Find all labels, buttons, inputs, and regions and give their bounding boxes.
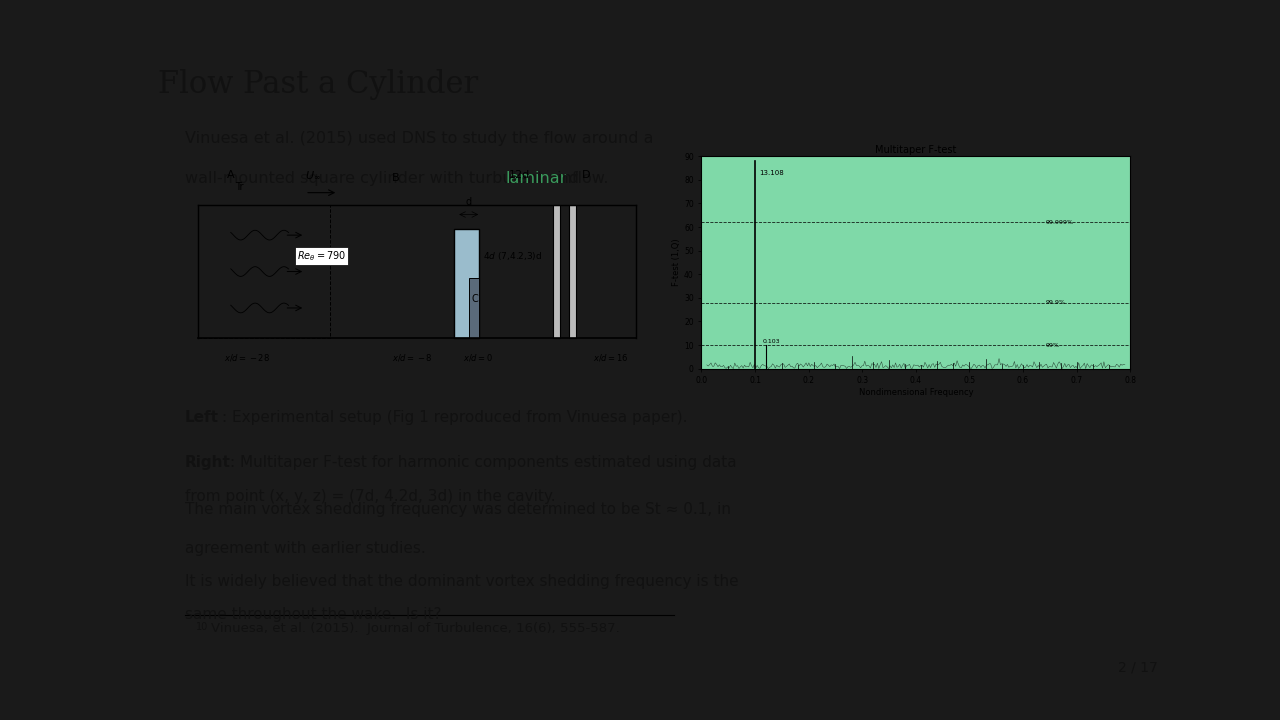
Text: 13.108: 13.108 [759, 170, 785, 176]
Text: A: A [227, 170, 234, 180]
Text: $x/d = -28$: $x/d = -28$ [224, 351, 270, 363]
Text: 99%: 99% [1046, 343, 1060, 348]
Text: inflow.: inflow. [552, 171, 608, 186]
Text: 10: 10 [196, 621, 209, 631]
Text: Left: Left [186, 410, 219, 425]
Bar [570, 204, 576, 338]
Y-axis label: F-test (1,Q): F-test (1,Q) [672, 238, 681, 287]
Text: Vinuesa et al. (2015) used DNS to study the flow around a: Vinuesa et al. (2015) used DNS to study … [186, 132, 654, 146]
Bar [454, 229, 479, 338]
Bar [468, 278, 479, 338]
Text: $4d$ (7,4.2,3)d: $4d$ (7,4.2,3)d [483, 251, 541, 262]
Text: C: C [471, 294, 477, 304]
Text: $Re_\theta = 790$: $Re_\theta = 790$ [297, 249, 346, 264]
Text: B: B [392, 173, 399, 182]
Text: wall-mounted square cylinder with turbulent and: wall-mounted square cylinder with turbul… [186, 171, 584, 186]
Text: same throughout the wake.  Is it?: same throughout the wake. Is it? [186, 607, 442, 622]
Text: 99.999%: 99.999% [1046, 220, 1074, 225]
Title: Multitaper F-test: Multitaper F-test [876, 145, 956, 156]
Text: D: D [581, 170, 590, 180]
Text: Vinuesa, et al. (2015).  Journal of Turbulence, 16(6), 555-587.: Vinuesa, et al. (2015). Journal of Turbu… [211, 621, 620, 634]
Text: Tr: Tr [234, 182, 243, 192]
Text: Flow Past a Cylinder: Flow Past a Cylinder [159, 68, 479, 99]
Text: $x/d = 0$: $x/d = 0$ [463, 351, 494, 363]
Text: d: d [466, 197, 472, 207]
Text: $x/d = 16$: $x/d = 16$ [593, 351, 628, 363]
Text: from point (x, y, z) = (7d, 4.2d, 3d) in the cavity.: from point (x, y, z) = (7d, 4.2d, 3d) in… [186, 489, 556, 504]
Text: 99.9%: 99.9% [1046, 300, 1065, 305]
Bar [197, 204, 330, 338]
Text: agreement with earlier studies.: agreement with earlier studies. [186, 541, 426, 556]
Bar [553, 204, 559, 338]
Text: 12d: 12d [509, 170, 530, 180]
Text: The main vortex shedding frequency was determined to be St ≈ 0.1, in: The main vortex shedding frequency was d… [186, 503, 731, 518]
Text: 2 / 17: 2 / 17 [1119, 661, 1158, 675]
Text: 0.103: 0.103 [763, 338, 781, 343]
Text: It is widely believed that the dominant vortex shedding frequency is the: It is widely believed that the dominant … [186, 574, 739, 589]
Text: : Experimental setup (Fig 1 reproduced from Vinuesa paper).: : Experimental setup (Fig 1 reproduced f… [221, 410, 687, 425]
Text: $x/d = -8$: $x/d = -8$ [392, 351, 433, 363]
Text: Right: Right [186, 455, 230, 469]
Text: : Multitaper F-test for harmonic components estimated using data: : Multitaper F-test for harmonic compone… [230, 455, 737, 469]
Text: $U_\infty$: $U_\infty$ [306, 169, 321, 181]
X-axis label: Nondimensional Frequency: Nondimensional Frequency [859, 388, 973, 397]
Text: laminar: laminar [506, 171, 567, 186]
